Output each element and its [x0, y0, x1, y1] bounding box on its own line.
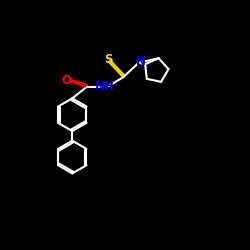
Text: S: S	[104, 53, 112, 66]
Text: N: N	[136, 55, 146, 68]
Text: O: O	[61, 74, 71, 87]
Text: NH: NH	[95, 80, 115, 93]
